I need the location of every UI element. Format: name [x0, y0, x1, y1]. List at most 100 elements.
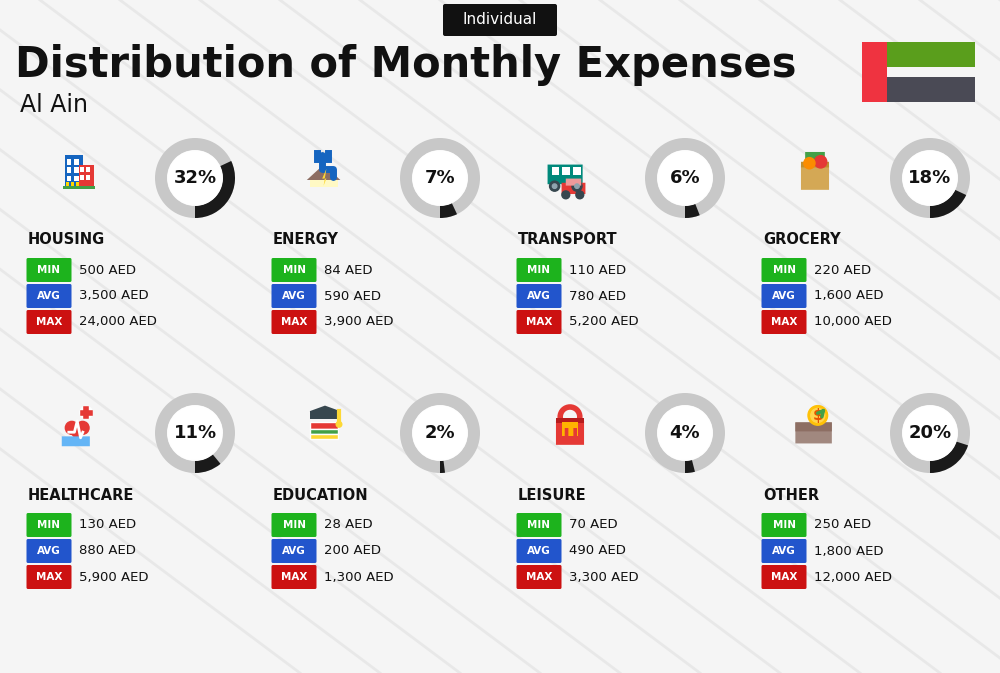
- FancyBboxPatch shape: [74, 159, 79, 165]
- Text: 220 AED: 220 AED: [814, 264, 871, 277]
- FancyBboxPatch shape: [566, 178, 581, 186]
- Text: 250 AED: 250 AED: [814, 518, 871, 532]
- Polygon shape: [310, 406, 340, 417]
- Text: MIN: MIN: [528, 265, 550, 275]
- Text: HEALTHCARE: HEALTHCARE: [28, 487, 134, 503]
- Text: Individual: Individual: [463, 13, 537, 28]
- Text: 12,000 AED: 12,000 AED: [814, 571, 892, 583]
- Text: 32%: 32%: [173, 169, 217, 187]
- Text: 590 AED: 590 AED: [324, 289, 381, 302]
- FancyBboxPatch shape: [795, 423, 832, 431]
- Polygon shape: [307, 165, 340, 180]
- Text: MIN: MIN: [283, 265, 306, 275]
- Circle shape: [80, 406, 92, 419]
- Wedge shape: [195, 161, 235, 218]
- FancyBboxPatch shape: [66, 182, 69, 186]
- Text: MIN: MIN: [38, 520, 60, 530]
- FancyBboxPatch shape: [762, 539, 806, 563]
- Circle shape: [76, 421, 89, 434]
- FancyBboxPatch shape: [556, 418, 584, 423]
- Text: EDUCATION: EDUCATION: [273, 487, 369, 503]
- Text: 5,900 AED: 5,900 AED: [79, 571, 148, 583]
- FancyBboxPatch shape: [762, 565, 806, 589]
- Wedge shape: [930, 190, 966, 218]
- FancyBboxPatch shape: [26, 310, 72, 334]
- FancyBboxPatch shape: [516, 258, 562, 282]
- Text: 70 AED: 70 AED: [569, 518, 618, 532]
- FancyBboxPatch shape: [310, 429, 338, 434]
- Wedge shape: [440, 461, 445, 473]
- Text: 1,600 AED: 1,600 AED: [814, 289, 884, 302]
- Wedge shape: [440, 203, 457, 218]
- Text: $: $: [812, 408, 823, 423]
- Text: MAX: MAX: [281, 572, 307, 582]
- Text: AVG: AVG: [772, 291, 796, 301]
- FancyBboxPatch shape: [272, 310, 316, 334]
- Circle shape: [804, 157, 815, 169]
- Text: 18%: 18%: [908, 169, 952, 187]
- Text: 3,500 AED: 3,500 AED: [79, 289, 149, 302]
- FancyBboxPatch shape: [80, 168, 84, 172]
- FancyBboxPatch shape: [552, 168, 559, 175]
- Text: MIN: MIN: [38, 265, 60, 275]
- FancyBboxPatch shape: [272, 284, 316, 308]
- Text: 11%: 11%: [173, 424, 217, 442]
- Text: 490 AED: 490 AED: [569, 544, 626, 557]
- Text: MIN: MIN: [283, 520, 306, 530]
- FancyBboxPatch shape: [887, 67, 975, 77]
- FancyBboxPatch shape: [86, 175, 90, 180]
- FancyBboxPatch shape: [887, 42, 975, 67]
- Text: AVG: AVG: [772, 546, 796, 556]
- Text: MIN: MIN: [772, 265, 796, 275]
- Text: MIN: MIN: [528, 520, 550, 530]
- FancyBboxPatch shape: [272, 258, 316, 282]
- Text: 2%: 2%: [425, 424, 455, 442]
- FancyBboxPatch shape: [762, 310, 806, 334]
- Wedge shape: [685, 460, 695, 473]
- Wedge shape: [645, 393, 725, 473]
- FancyBboxPatch shape: [74, 168, 79, 173]
- Circle shape: [903, 151, 957, 205]
- Text: MAX: MAX: [36, 572, 62, 582]
- Circle shape: [658, 406, 712, 460]
- Wedge shape: [930, 441, 968, 473]
- Text: AVG: AVG: [37, 291, 61, 301]
- Circle shape: [808, 406, 828, 425]
- Circle shape: [814, 155, 827, 168]
- Circle shape: [550, 181, 560, 191]
- Text: 1,800 AED: 1,800 AED: [814, 544, 884, 557]
- FancyBboxPatch shape: [67, 176, 71, 182]
- FancyBboxPatch shape: [310, 423, 338, 429]
- Text: 7%: 7%: [425, 169, 455, 187]
- Text: MAX: MAX: [771, 317, 797, 327]
- FancyBboxPatch shape: [26, 258, 72, 282]
- FancyBboxPatch shape: [562, 183, 585, 194]
- FancyBboxPatch shape: [26, 513, 72, 537]
- Text: ENERGY: ENERGY: [273, 232, 339, 248]
- Wedge shape: [890, 138, 970, 218]
- Circle shape: [576, 191, 584, 199]
- Circle shape: [168, 151, 222, 205]
- FancyBboxPatch shape: [795, 423, 832, 444]
- Circle shape: [572, 181, 582, 191]
- FancyBboxPatch shape: [26, 284, 72, 308]
- Circle shape: [336, 421, 342, 427]
- Text: 28 AED: 28 AED: [324, 518, 373, 532]
- Text: AVG: AVG: [282, 546, 306, 556]
- FancyBboxPatch shape: [862, 42, 887, 102]
- Text: U: U: [562, 427, 578, 446]
- Circle shape: [552, 184, 557, 188]
- Text: 780 AED: 780 AED: [569, 289, 626, 302]
- Circle shape: [413, 406, 467, 460]
- Text: 6%: 6%: [670, 169, 700, 187]
- FancyBboxPatch shape: [516, 284, 562, 308]
- Circle shape: [575, 184, 579, 188]
- FancyBboxPatch shape: [801, 162, 829, 168]
- Circle shape: [811, 409, 825, 423]
- Text: 3,900 AED: 3,900 AED: [324, 316, 394, 328]
- Circle shape: [658, 151, 712, 205]
- Text: MIN: MIN: [772, 520, 796, 530]
- Wedge shape: [890, 393, 970, 473]
- Text: AVG: AVG: [527, 546, 551, 556]
- Circle shape: [903, 406, 957, 460]
